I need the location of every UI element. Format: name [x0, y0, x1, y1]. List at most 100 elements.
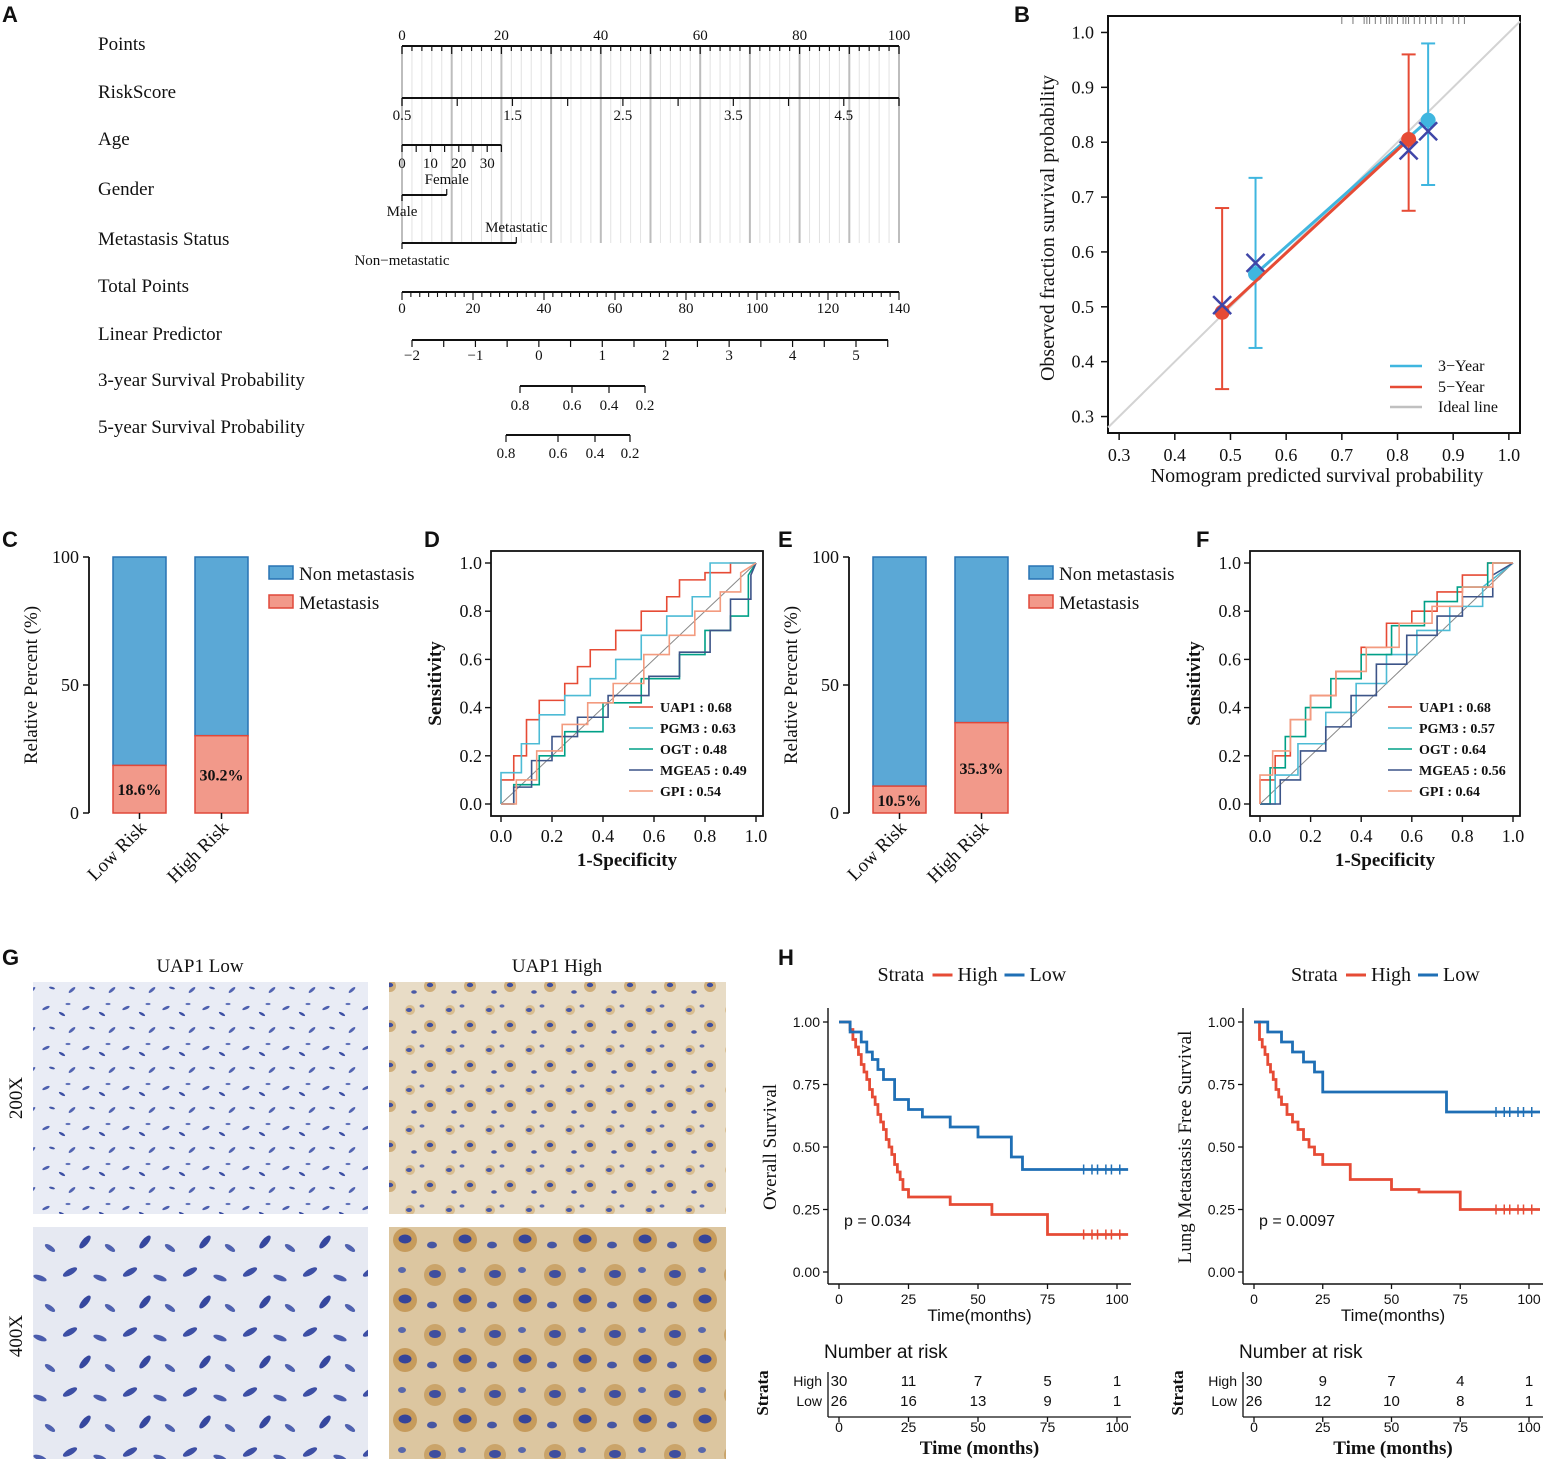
riskscore-tick-label: 3.5: [724, 108, 743, 124]
ihc-image-low-200x: [33, 982, 368, 1214]
y-tick-label: 0: [70, 803, 79, 823]
risk-table-value: 9: [1319, 1373, 1327, 1390]
y-tick-label: 50: [61, 675, 79, 695]
x-tick-label: 75: [1452, 1291, 1468, 1307]
y-tick-label: 0.8: [1219, 601, 1242, 621]
y-tick-label: 1.0: [1072, 22, 1095, 42]
x-tick-label: 100: [1517, 1291, 1541, 1307]
x-tick-label: 0.2: [1299, 826, 1322, 846]
panel-label-a: A: [2, 2, 18, 27]
y-tick-label: 0.50: [793, 1139, 820, 1155]
nomogram-row-label: Linear Predictor: [98, 324, 223, 345]
risk-table-tick-label: 25: [901, 1419, 917, 1435]
risk-table-value: 12: [1314, 1393, 1331, 1410]
x-axis-title: Time(months): [927, 1306, 1031, 1325]
survival-3y-tick-label: 0.4: [600, 398, 619, 414]
risk-table-value: 26: [1246, 1393, 1263, 1410]
plot-frame: [490, 550, 764, 817]
nomogram-row-label: Total Points: [98, 276, 189, 297]
x-axis-title: Time(months): [1341, 1306, 1445, 1325]
x-tick-label: 0.8: [1386, 445, 1409, 465]
y-axis-title: Observed fraction survival probability: [1037, 75, 1059, 381]
y-tick-label: 0.2: [1219, 746, 1242, 766]
legend-swatch: [268, 594, 294, 609]
bar-chart-c: 0 50 100 Relative Percent (%) 18.6% Low Risk 3…: [21, 547, 415, 887]
riskscore-tick-label: 1.5: [503, 108, 522, 124]
x-tick-label: 100: [1105, 1291, 1129, 1307]
x-tick-label: 1.0: [745, 826, 768, 846]
bar-non-metastasis: [112, 556, 167, 767]
risk-table-value: 4: [1456, 1373, 1464, 1390]
y-tick-label: 0.2: [460, 746, 483, 766]
non-metastatic-label: Non−metastatic: [354, 253, 449, 269]
km-curve-High: [1254, 1020, 1540, 1211]
y-tick-label: 0.25: [793, 1202, 820, 1218]
x-tick-label: High Risk: [163, 817, 233, 887]
risk-table-value: 9: [1043, 1393, 1051, 1410]
legend-swatch: [268, 565, 294, 580]
x-axis-title: 1-Specificity: [1335, 850, 1436, 871]
bias-corrected-marker: [1245, 253, 1266, 273]
bar-value-label: 10.5%: [878, 793, 922, 810]
x-axis-title: Nomogram predicted survival probability: [1151, 465, 1484, 487]
x-tick-label: 0.4: [592, 826, 615, 846]
risk-table-value: 10: [1383, 1393, 1400, 1410]
risk-table-value: 8: [1456, 1393, 1464, 1410]
legend-label: Low: [1443, 964, 1480, 986]
legend-label: Non metastasis: [299, 564, 415, 585]
km-curve-High: [839, 1020, 1129, 1236]
x-tick-label: 0.2: [541, 826, 564, 846]
risk-table-tick-label: 100: [1105, 1419, 1129, 1435]
y-tick-label: 0.25: [1208, 1202, 1235, 1218]
p-value: p = 0.034: [844, 1213, 911, 1230]
legend-label: MGEA5 : 0.49: [660, 764, 747, 779]
bias-corrected-marker: [1398, 140, 1419, 161]
y-tick-label: 1.0: [460, 553, 483, 573]
risk-table-tick-label: 50: [970, 1419, 986, 1435]
risk-table-tick-label: 0: [1250, 1419, 1258, 1435]
points-tick-label: 80: [792, 28, 807, 44]
ihc-row-200: 200X: [6, 1077, 27, 1120]
survival-3y-tick-label: 0.2: [636, 398, 655, 414]
legend-label: MGEA5 : 0.56: [1419, 764, 1506, 779]
legend-label: Metastasis: [1059, 593, 1139, 614]
x-tick-label: 0.6: [1275, 445, 1298, 465]
legend-swatch: [1028, 565, 1054, 580]
legend-label: Non metastasis: [1059, 564, 1175, 585]
risk-table-tick-label: 100: [1517, 1419, 1541, 1435]
points-tick-label: 100: [888, 28, 911, 44]
ihc-col-high: UAP1 High: [512, 956, 603, 977]
y-tick-label: 0.5: [1072, 297, 1095, 317]
risk-table-value: 11: [901, 1373, 917, 1390]
x-tick-label: Low Risk: [844, 817, 912, 885]
ihc-col-low: UAP1 Low: [156, 956, 243, 977]
risk-table-value: 1: [1525, 1393, 1533, 1410]
risk-table-value: 13: [970, 1393, 987, 1410]
risk-table-value: 30: [1246, 1373, 1263, 1390]
risk-table-strata-title: Strata: [753, 1370, 772, 1416]
x-tick-label: 1.0: [1502, 826, 1525, 846]
risk-table-title: Number at risk: [1239, 1342, 1363, 1363]
x-tick-label: 0.8: [1451, 826, 1474, 846]
y-axis-title: Sensitivity: [425, 641, 446, 726]
risk-table-value: 5: [1043, 1373, 1051, 1390]
metastatic-label: Metastatic: [485, 220, 548, 236]
risk-table-x-title: Time (months): [920, 1438, 1039, 1459]
y-tick-label: 50: [821, 675, 839, 695]
p-value: p = 0.0097: [1259, 1213, 1335, 1230]
x-tick-label: 0.4: [1350, 826, 1373, 846]
ihc-panel: UAP1 Low UAP1 High 200X 400X: [6, 956, 726, 1459]
bar-metastasis: [954, 721, 1009, 814]
total-points-tick-label: 120: [817, 301, 840, 317]
y-tick-label: 1.00: [1208, 1014, 1235, 1030]
total-points-tick-label: 80: [679, 301, 694, 317]
ihc-image-high-400x: [389, 1227, 726, 1459]
y-tick-label: 0.6: [1072, 242, 1095, 262]
panel-label-g: G: [2, 945, 19, 970]
linear-predictor-tick-label: 4: [789, 348, 797, 364]
y-tick-label: 0.6: [460, 649, 483, 669]
risk-table-title: Number at risk: [824, 1342, 948, 1363]
